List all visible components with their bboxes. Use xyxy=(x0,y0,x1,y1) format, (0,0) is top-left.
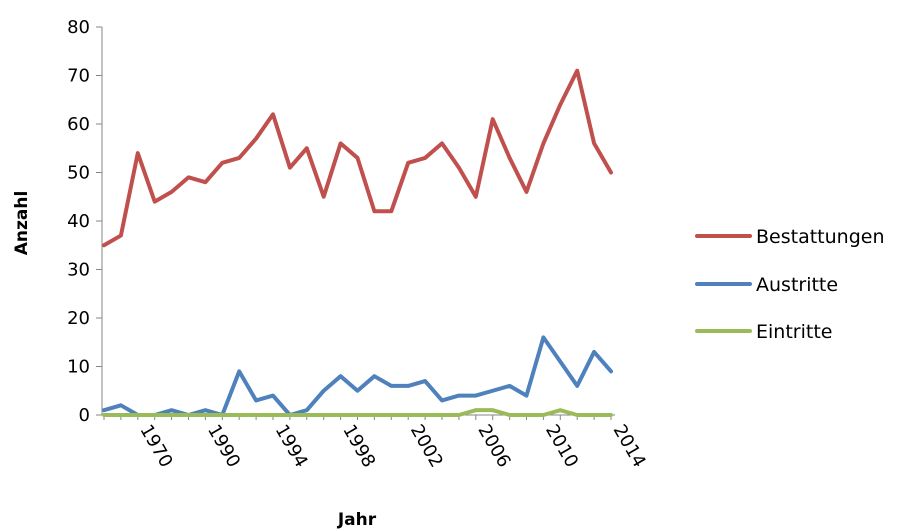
y-tick-label: 40 xyxy=(67,211,90,232)
legend-label: Eintritte xyxy=(756,321,832,343)
series-lines xyxy=(102,68,613,417)
x-tick-label: 2010 xyxy=(541,421,582,471)
y-tick-label: 70 xyxy=(67,66,90,87)
x-tick-label: 1994 xyxy=(271,421,312,471)
y-axis-ticks: 0 10 20 30 40 50 60 70 80 xyxy=(67,17,102,426)
legend-label: Austritte xyxy=(756,274,838,296)
y-tick-label: 0 xyxy=(79,405,90,426)
x-tick-label: 2014 xyxy=(609,421,650,471)
x-axis-title: Jahr xyxy=(337,510,377,530)
x-tick-label: 1990 xyxy=(203,421,244,471)
y-tick-label: 50 xyxy=(67,163,90,184)
y-tick-label: 10 xyxy=(67,357,90,378)
y-tick-label: 30 xyxy=(67,260,90,281)
y-axis-title: Anzahl xyxy=(12,191,32,256)
x-tick-label: 1970 xyxy=(135,421,176,471)
x-tick-label: 2006 xyxy=(473,421,514,471)
x-axis-ticks: 1970 1990 1994 1998 2002 2006 2010 2014 xyxy=(103,415,650,471)
y-tick-label: 20 xyxy=(67,308,90,329)
legend-label: Bestattungen xyxy=(756,226,885,248)
y-tick-label: 80 xyxy=(67,17,90,38)
series-line-bestattungen xyxy=(102,68,613,248)
series-line-austritte xyxy=(102,335,613,417)
x-tick-label: 2002 xyxy=(406,421,447,471)
x-tick-label: 1998 xyxy=(338,421,379,471)
series-line-eintritte xyxy=(102,408,613,417)
y-tick-label: 60 xyxy=(67,114,90,135)
legend: Bestattungen Austritte Eintritte xyxy=(695,226,885,343)
